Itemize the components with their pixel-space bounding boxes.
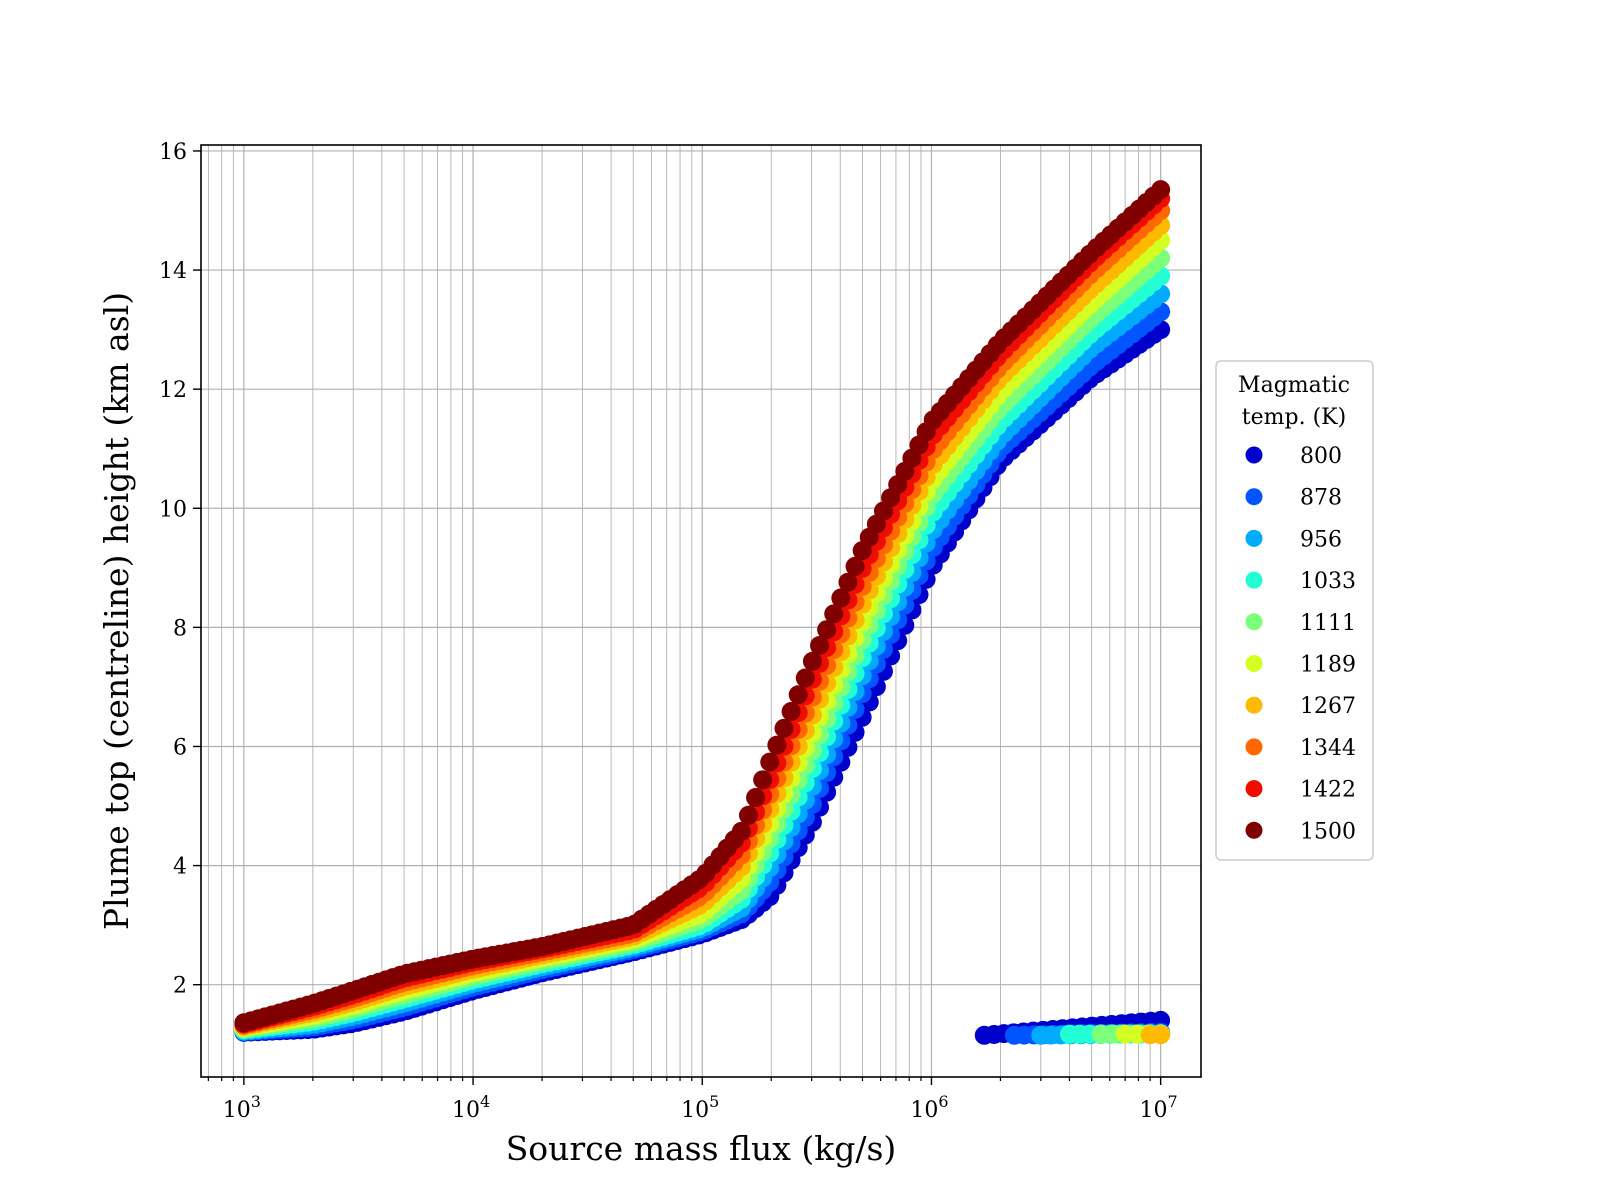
data-point-low-branch [1151,1025,1171,1045]
legend-marker [1245,780,1263,798]
legend-marker [1245,613,1263,631]
x-axis: 103 104 105 106 107 [207,1077,1178,1123]
legend-label: 1344 [1300,736,1356,761]
y-tick-label: 2 [173,974,187,999]
data-point [738,805,758,825]
legend-marker [1245,529,1263,547]
legend-marker [1245,446,1263,464]
x-tick-label: 106 [910,1092,948,1123]
x-tick-label: 107 [1140,1092,1178,1123]
legend-label: 1189 [1300,653,1356,678]
legend-marker [1245,655,1263,672]
data-point [760,752,780,772]
data-point [831,588,851,608]
data-point [788,685,808,705]
y-tick-label: 14 [159,259,187,284]
data-point [824,604,844,624]
legend-marker [1245,738,1263,756]
legend-label: 800 [1300,444,1342,469]
legend-label: 1500 [1300,819,1356,844]
legend-label: 1422 [1300,778,1356,803]
y-tick-label: 12 [159,378,187,403]
legend: Magmatic temp. (K) 800 878 956 1033 1111 1189… [1215,360,1374,861]
y-tick-label: 6 [173,735,187,760]
data-point [838,572,858,592]
data-point [746,788,766,808]
data-point [781,702,801,722]
data-point [795,668,815,688]
data-point [1151,180,1171,200]
legend-label: 1111 [1300,611,1356,636]
y-tick-label: 10 [159,497,187,522]
data-point [817,620,837,640]
legend-label: 878 [1300,486,1342,511]
data-point [753,770,773,790]
data-point [802,651,822,671]
x-axis-label: Source mass flux (kg/s) [506,1129,897,1168]
x-tick-label: 105 [681,1092,719,1123]
legend-marker [1245,821,1263,839]
data-point [845,556,865,576]
y-tick-label: 4 [173,855,187,880]
y-tick-label: 16 [159,140,187,165]
legend-marker [1245,571,1263,589]
x-tick-label: 104 [452,1092,490,1123]
data-point [731,821,751,841]
legend-label: 1267 [1300,694,1356,719]
x-tick-label: 103 [223,1092,261,1123]
data-point [774,718,794,738]
legend-label: 956 [1300,527,1342,552]
plot-marks [234,180,1171,1045]
y-axis: 2 4 6 8 10 12 14 16 [159,140,201,999]
legend-title-line2: temp. (K) [1242,405,1346,430]
data-point [767,735,787,755]
legend-title-line1: Magmatic [1238,373,1350,398]
series-1500 [234,180,1171,1033]
plot-frame [200,144,1202,1078]
legend-marker [1245,488,1263,506]
legend-label: 1033 [1300,569,1356,594]
y-tick-label: 8 [173,616,187,641]
data-point [810,636,830,656]
legend-frame [1215,360,1374,861]
legend-marker [1245,696,1263,714]
y-axis-label: Plume top (centreline) height (km asl) [97,292,136,930]
legend-items: 800 878 956 1033 1111 1189 1267 1344 1422 1500 [1245,444,1356,844]
